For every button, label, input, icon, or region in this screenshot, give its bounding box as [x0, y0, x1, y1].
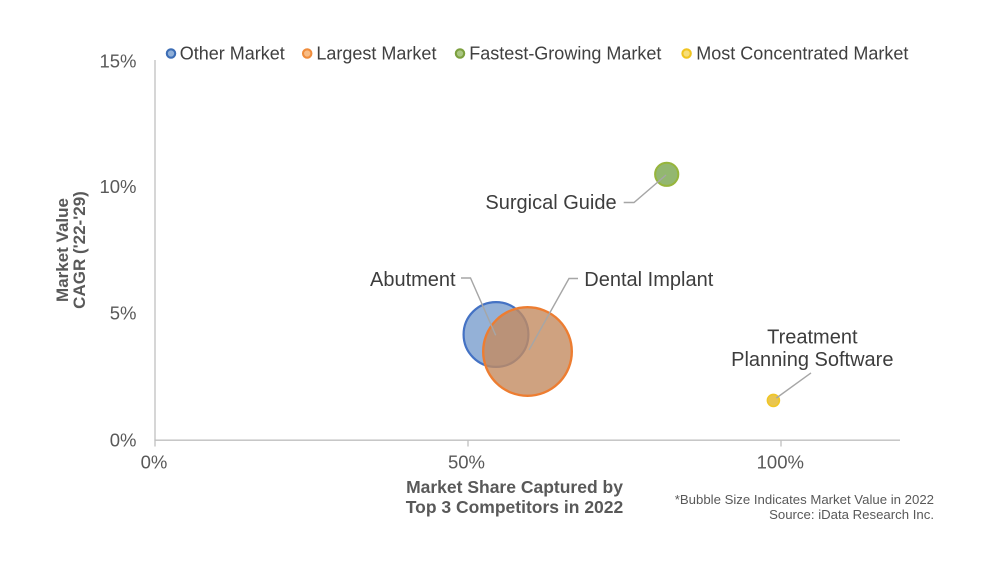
- svg-text:100%: 100%: [757, 451, 804, 472]
- svg-text:CAGR ('22-'29): CAGR ('22-'29): [70, 191, 89, 309]
- svg-text:Other Market: Other Market: [180, 44, 285, 64]
- svg-text:Treatment: Treatment: [767, 327, 858, 349]
- svg-text:Planning Software: Planning Software: [731, 349, 893, 371]
- svg-text:0%: 0%: [110, 429, 137, 450]
- svg-text:Dental Implant: Dental Implant: [584, 269, 713, 291]
- svg-text:50%: 50%: [448, 451, 485, 472]
- svg-text:Largest Market: Largest Market: [316, 44, 436, 64]
- svg-text:10%: 10%: [99, 176, 136, 197]
- svg-text:Surgical Guide: Surgical Guide: [485, 192, 616, 214]
- svg-text:Abutment: Abutment: [370, 269, 456, 291]
- svg-text:Market Share Captured by: Market Share Captured by: [406, 477, 623, 497]
- svg-text:Top 3 Competitors in 2022: Top 3 Competitors in 2022: [406, 497, 624, 517]
- svg-text:*Bubble Size Indicates Market: *Bubble Size Indicates Market Value in 2…: [675, 492, 934, 507]
- svg-text:Source: iData Research Inc.: Source: iData Research Inc.: [769, 507, 934, 522]
- svg-text:Most Concentrated Market: Most Concentrated Market: [696, 44, 908, 64]
- svg-text:Fastest-Growing Market: Fastest-Growing Market: [469, 44, 661, 64]
- svg-text:0%: 0%: [141, 451, 168, 472]
- svg-text:5%: 5%: [110, 302, 137, 323]
- svg-text:15%: 15%: [99, 50, 136, 71]
- svg-text:Market Value: Market Value: [53, 198, 72, 302]
